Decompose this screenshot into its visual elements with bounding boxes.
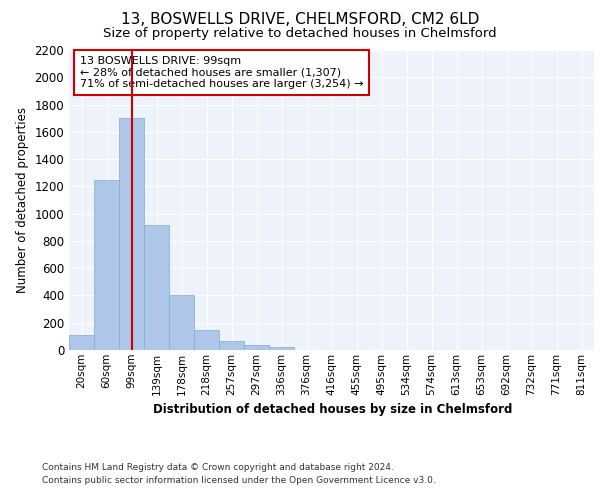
Bar	[94, 180, 119, 350]
Text: 13, BOSWELLS DRIVE, CHELMSFORD, CM2 6LD: 13, BOSWELLS DRIVE, CHELMSFORD, CM2 6LD	[121, 12, 479, 28]
Text: 13 BOSWELLS DRIVE: 99sqm
← 28% of detached houses are smaller (1,307)
71% of sem: 13 BOSWELLS DRIVE: 99sqm ← 28% of detach…	[79, 56, 363, 89]
Bar	[144, 224, 169, 350]
Y-axis label: Number of detached properties: Number of detached properties	[16, 107, 29, 293]
Bar	[269, 347, 294, 350]
Bar	[119, 118, 144, 350]
Text: Distribution of detached houses by size in Chelmsford: Distribution of detached houses by size …	[154, 402, 512, 415]
Bar	[219, 341, 244, 350]
Bar	[194, 330, 219, 350]
Text: Contains public sector information licensed under the Open Government Licence v3: Contains public sector information licen…	[42, 476, 436, 485]
Text: Size of property relative to detached houses in Chelmsford: Size of property relative to detached ho…	[103, 28, 497, 40]
Bar	[169, 296, 194, 350]
Bar	[244, 345, 269, 350]
Bar	[69, 335, 94, 350]
Text: Contains HM Land Registry data © Crown copyright and database right 2024.: Contains HM Land Registry data © Crown c…	[42, 462, 394, 471]
